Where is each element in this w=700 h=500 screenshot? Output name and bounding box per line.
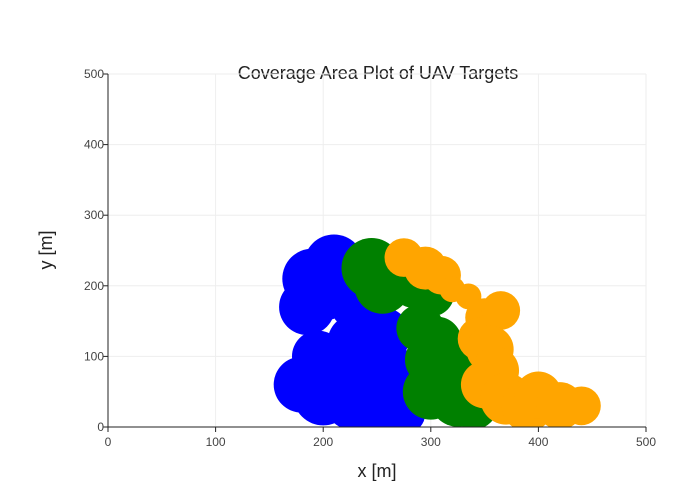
series-3: [384, 238, 601, 427]
y-tick-label: 400: [84, 138, 104, 152]
coverage-circle: [308, 351, 360, 404]
x-tick-label: 400: [528, 435, 548, 449]
y-tick-label: 300: [84, 208, 104, 222]
x-tick-label: 100: [206, 435, 226, 449]
y-tick-label: 100: [84, 349, 104, 363]
x-tick-label: 500: [636, 435, 656, 449]
y-tick-label: 500: [84, 67, 104, 81]
coverage-circle: [481, 291, 521, 330]
x-axis-ticks: 0 100 200 300 400 500: [105, 427, 656, 449]
y-tick-label: 200: [84, 279, 104, 293]
plot-area: [273, 234, 601, 427]
x-tick-label: 300: [421, 435, 441, 449]
x-tick-label: 200: [313, 435, 333, 449]
y-axis-title: y [m]: [36, 231, 56, 270]
y-axis-ticks: 0 100 200 300 400 500: [84, 67, 108, 434]
chart-title: Coverage Area Plot of UAV Targets: [238, 63, 519, 83]
x-tick-label: 0: [105, 435, 112, 449]
coverage-circle: [562, 386, 601, 426]
y-tick-label: 0: [97, 420, 104, 434]
x-axis-title: x [m]: [358, 461, 397, 481]
series-layer: [273, 234, 601, 427]
